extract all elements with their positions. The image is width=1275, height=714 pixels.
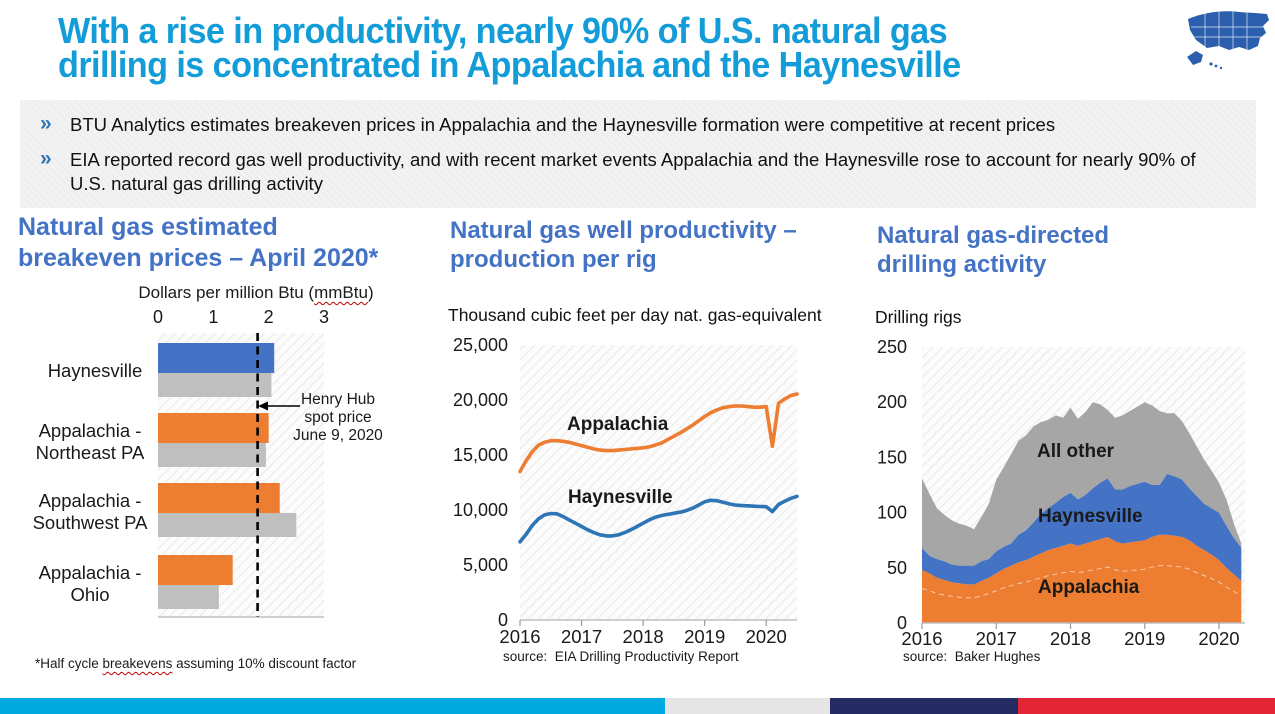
drilling-source: source: Baker Hughes (903, 649, 1041, 664)
bar-colored (158, 555, 233, 585)
area-haynesville (922, 474, 1242, 585)
svg-text:Ohio: Ohio (70, 584, 109, 605)
svg-text:50: 50 (887, 558, 907, 578)
svg-text:100: 100 (877, 503, 907, 523)
bar-gray (158, 513, 297, 537)
svg-text:200: 200 (877, 392, 907, 412)
drilling-area-chart: 0 50 100 150 200 250 2016 2017 2018 2019 2020 All o… (877, 337, 1245, 649)
breakeven-axis-title: Dollars per million Btu (mmBtu) (138, 283, 374, 302)
svg-text:20,000: 20,000 (453, 390, 508, 410)
footer-stripe-cyan (0, 698, 665, 714)
svg-text:1: 1 (208, 307, 218, 327)
svg-text:2016: 2016 (901, 628, 942, 649)
bar-gray (158, 443, 266, 467)
bar-gray (158, 585, 219, 609)
plot-area (520, 345, 797, 620)
label-appalachia: Appalachia (1038, 577, 1140, 598)
svg-text:2020: 2020 (746, 626, 787, 647)
series-line-appalachia (518, 392, 799, 474)
title-line-2: drilling is concentrated in Appalachia a… (58, 44, 961, 85)
svg-text:25,000: 25,000 (453, 335, 508, 355)
bar-gray (158, 373, 272, 397)
double-chevron-icon: » (40, 147, 52, 170)
bullet-item: » EIA reported record gas well productiv… (36, 148, 1238, 196)
svg-text:Appalachia -: Appalachia - (39, 562, 142, 583)
area-all-other (922, 402, 1242, 566)
drilling-axis-title: Drilling rigs (875, 307, 962, 327)
area-appalachia (922, 534, 1242, 623)
svg-text:5,000: 5,000 (463, 555, 508, 575)
bar-colored (158, 343, 275, 373)
page-title: With a rise in productivity, nearly 90% … (58, 10, 1132, 85)
svg-text:2016: 2016 (499, 626, 540, 647)
svg-text:0: 0 (498, 610, 508, 630)
svg-text:2017: 2017 (561, 626, 602, 647)
productivity-axis-title: Thousand cubic feet per day nat. gas-equ… (448, 305, 822, 325)
bullet-text: BTU Analytics estimates breakeven prices… (70, 114, 1056, 135)
bullet-text: EIA reported record gas well productivit… (70, 149, 1196, 194)
svg-text:0: 0 (897, 613, 907, 633)
heading-line: drilling activity (877, 251, 1047, 278)
svg-text:250: 250 (877, 337, 907, 357)
key-points-panel: » BTU Analytics estimates breakeven pric… (20, 100, 1256, 208)
heading-line: breakeven prices – April 2020* (18, 244, 379, 272)
svg-text:3: 3 (319, 307, 329, 327)
svg-text:150: 150 (877, 447, 907, 467)
svg-text:0: 0 (153, 307, 163, 327)
productivity-chart-title: Natural gas well productivity – producti… (450, 216, 850, 274)
label-haynesville: Haynesville (568, 487, 673, 508)
label-haynesville: Haynesville (1038, 506, 1143, 527)
svg-text:2019: 2019 (684, 626, 725, 647)
arrow-left-icon (258, 401, 268, 411)
svg-text:2020: 2020 (1198, 628, 1239, 649)
us-map-icon (1187, 11, 1269, 70)
productivity-source: source: EIA Drilling Productivity Report (503, 649, 739, 664)
svg-text:Appalachia -: Appalachia - (39, 490, 142, 511)
svg-text:15,000: 15,000 (453, 445, 508, 465)
productivity-line-chart: 0 5,000 10,000 15,000 20,000 25,000 2016 2017 20… (453, 335, 799, 647)
footer-stripe-gray (665, 698, 830, 714)
svg-text:Haynesville: Haynesville (48, 360, 143, 381)
svg-text:2019: 2019 (1124, 628, 1165, 649)
svg-text:2017: 2017 (976, 628, 1017, 649)
breakeven-chart-title: Natural gas estimated breakeven prices –… (18, 212, 428, 274)
heading-line: production per rig (450, 246, 657, 273)
svg-text:Northeast PA: Northeast PA (36, 442, 145, 463)
heading-line: Natural gas-directed (877, 222, 1110, 249)
svg-text:2018: 2018 (623, 626, 664, 647)
bullet-item: » BTU Analytics estimates breakeven pric… (36, 113, 1238, 137)
heading-line: Natural gas estimated (18, 213, 278, 241)
svg-text:Southwest PA: Southwest PA (33, 512, 148, 533)
double-chevron-icon: » (40, 112, 52, 135)
svg-text:Appalachia -: Appalachia - (39, 420, 142, 441)
footer-stripe-navy (830, 698, 1018, 714)
bar-colored (158, 413, 269, 443)
series-line-haynesville (518, 494, 799, 544)
title-line-1: With a rise in productivity, nearly 90% … (58, 10, 948, 51)
appalachia-inner-split-line (921, 565, 1242, 599)
bar-colored (158, 483, 280, 513)
svg-text:2: 2 (264, 307, 274, 327)
svg-text:10,000: 10,000 (453, 500, 508, 520)
footer-stripe-red (1018, 698, 1275, 714)
heading-line: Natural gas well productivity – (450, 217, 797, 244)
label-appalachia: Appalachia (567, 414, 669, 435)
drilling-chart-title: Natural gas-directed drilling activity (877, 221, 1267, 279)
label-all-other: All other (1037, 441, 1115, 462)
henry-hub-annotation: Henry Hub spot price June 9, 2020 (293, 391, 383, 444)
svg-text:2018: 2018 (1050, 628, 1091, 649)
